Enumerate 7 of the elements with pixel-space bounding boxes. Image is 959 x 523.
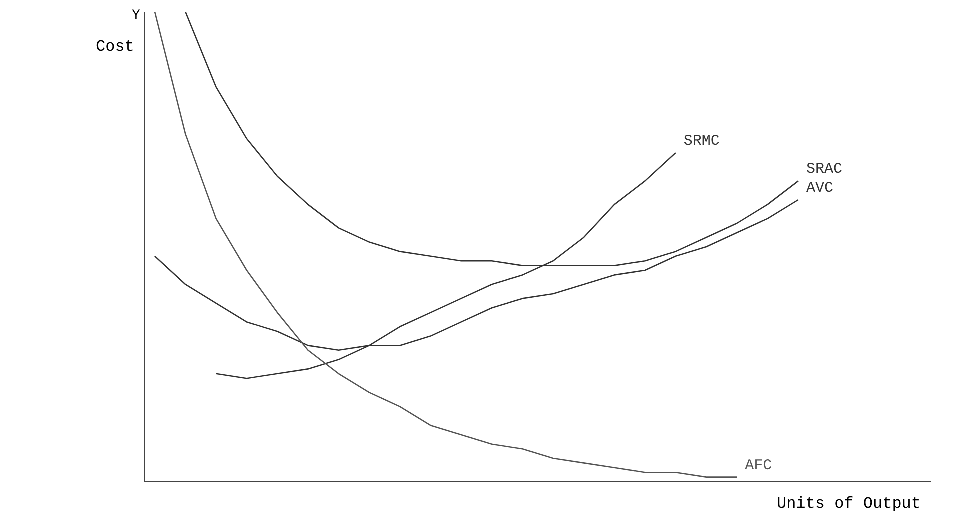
series-label: AVC bbox=[806, 180, 834, 197]
series-label: SRAC bbox=[806, 161, 842, 178]
text: Y bbox=[132, 8, 140, 24]
series-label: AFC bbox=[745, 457, 772, 474]
series-label: SRMC bbox=[684, 133, 720, 150]
y-axis-title: Cost bbox=[96, 38, 134, 56]
x-axis-title: Units of Output bbox=[776, 495, 921, 513]
